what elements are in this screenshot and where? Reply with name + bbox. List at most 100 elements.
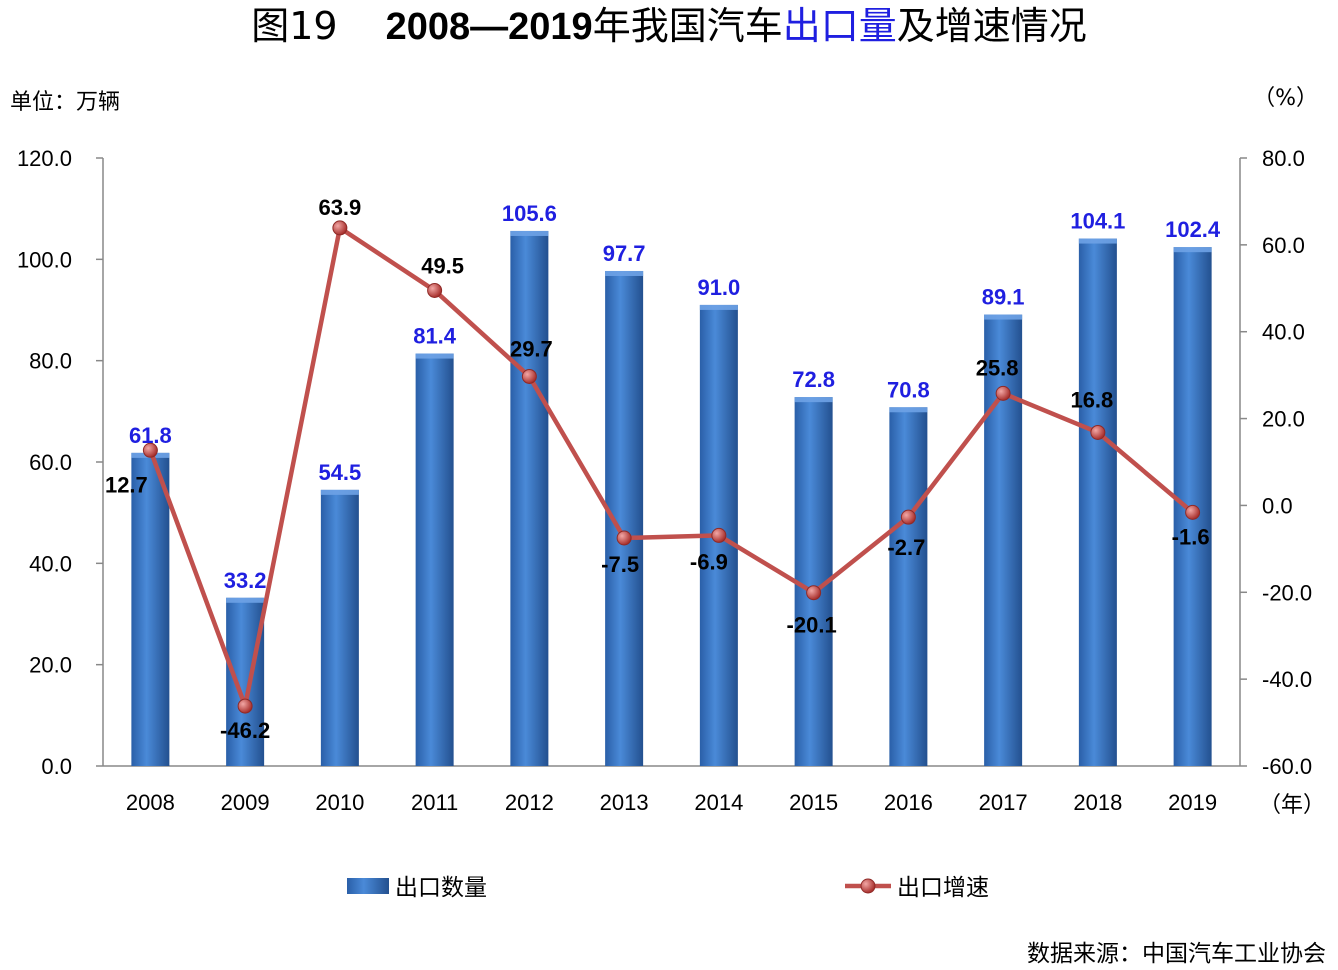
bar <box>131 452 170 766</box>
left-tick-label: 80.0 <box>29 349 72 374</box>
legend-bar-swatch <box>347 878 389 894</box>
legend-line-marker <box>860 878 876 894</box>
bar <box>510 230 549 766</box>
right-tick-label: -60.0 <box>1262 754 1312 779</box>
growth-point <box>806 585 822 601</box>
growth-point <box>237 698 253 714</box>
figure-number: 图19 <box>251 4 338 48</box>
x-tick-label: 2009 <box>221 790 270 815</box>
x-tick-label: 2011 <box>411 790 458 815</box>
right-tick-label: 80.0 <box>1262 146 1305 171</box>
left-tick-label: 20.0 <box>29 653 72 678</box>
bar-top-bevel <box>226 597 265 603</box>
growth-point <box>616 530 632 546</box>
right-tick-label: 60.0 <box>1262 233 1305 258</box>
growth-point <box>1185 504 1201 520</box>
x-axis-unit: （年） <box>1259 792 1325 817</box>
left-tick-label: 40.0 <box>29 551 72 576</box>
bar-value-label: 81.4 <box>413 324 457 349</box>
x-tick-label: 2013 <box>600 790 649 815</box>
title-highlight: 出口量 <box>782 4 897 48</box>
x-tick-label: 2018 <box>1073 790 1122 815</box>
x-tick-label: 2015 <box>789 790 838 815</box>
bar-value-label: 89.1 <box>982 285 1025 310</box>
right-tick-label: -20.0 <box>1262 580 1312 605</box>
bar-top-bevel <box>415 353 454 359</box>
bar-top-bevel <box>699 304 738 310</box>
title-text-a: 年我国汽车 <box>592 4 783 48</box>
growth-line <box>148 225 1195 709</box>
growth-point <box>142 442 158 458</box>
bar-top-bevel <box>1078 238 1117 244</box>
growth-value-label: -6.9 <box>690 549 728 574</box>
bar-value-label: 70.8 <box>887 377 930 402</box>
growth-point <box>521 368 537 384</box>
bar-top-bevel <box>510 230 549 236</box>
growth-value-label: -20.1 <box>787 613 837 638</box>
bar <box>415 353 454 766</box>
bar-top-bevel <box>605 270 644 276</box>
bar <box>1078 238 1117 766</box>
right-tick-label: 0.0 <box>1262 493 1293 518</box>
bar <box>889 407 928 766</box>
bar-top-bevel <box>984 314 1023 320</box>
bar-value-label: 104.1 <box>1070 209 1125 234</box>
growth-point <box>1090 424 1106 440</box>
x-tick-label: 2019 <box>1168 790 1217 815</box>
bar-value-label: 97.7 <box>603 241 646 266</box>
left-axis-unit: 单位：万辆 <box>10 90 121 115</box>
chart-title: 图19 2008—2019年我国汽车出口量及增速情况 <box>0 2 1338 51</box>
left-tick-label: 120.0 <box>17 146 72 171</box>
growth-point <box>427 282 443 298</box>
bar-value-label: 61.8 <box>129 423 172 448</box>
bar-top-bevel <box>1173 247 1212 253</box>
growth-value-label: 12.7 <box>105 472 148 497</box>
growth-value-label: -1.6 <box>1172 524 1210 549</box>
x-tick-label: 2016 <box>884 790 933 815</box>
title-text-b: 及增速情况 <box>896 4 1087 48</box>
growth-point <box>332 220 348 236</box>
growth-value-label: -46.2 <box>220 718 270 743</box>
bar-value-label: 33.2 <box>224 568 267 593</box>
left-tick-label: 100.0 <box>17 247 72 272</box>
growth-point <box>711 527 727 543</box>
growth-value-label: 16.8 <box>1070 387 1113 412</box>
bar-top-bevel <box>794 397 833 403</box>
right-tick-label: 40.0 <box>1262 320 1305 345</box>
x-tick-label: 2017 <box>979 790 1028 815</box>
x-tick-label: 2014 <box>694 790 743 815</box>
bar-series <box>131 230 1212 766</box>
bar <box>226 597 265 766</box>
bar-value-label: 54.5 <box>318 460 361 485</box>
left-tick-label: 0.0 <box>41 754 72 779</box>
left-tick-label: 60.0 <box>29 450 72 475</box>
legend: 出口数量 出口增速 <box>347 875 989 901</box>
growth-value-label: -7.5 <box>601 552 639 577</box>
bar-value-label: 91.0 <box>697 275 740 300</box>
x-tick-label: 2010 <box>315 790 364 815</box>
bar <box>320 489 359 766</box>
data-labels: 61.8 33.2 54.5 81.4 105.6 97.7 91.0 72.8 70.8 89.… <box>105 195 1221 743</box>
legend-line-label: 出口增速 <box>897 875 989 901</box>
right-tick-label: 20.0 <box>1262 407 1305 432</box>
growth-value-label: 25.8 <box>976 355 1019 380</box>
bar-top-bevel <box>889 407 928 413</box>
legend-bar-label: 出口数量 <box>395 875 487 901</box>
x-tick-label: 2012 <box>505 790 554 815</box>
growth-value-label: 49.5 <box>421 253 464 278</box>
title-years: 2008—2019 <box>385 6 593 48</box>
right-axis-unit: （%） <box>1253 86 1318 111</box>
bar-top-bevel <box>320 489 359 495</box>
x-tick-label: 2008 <box>126 790 175 815</box>
bar <box>984 314 1023 766</box>
line-series <box>142 220 1201 714</box>
bar-value-label: 72.8 <box>792 367 835 392</box>
growth-value-label: 29.7 <box>510 336 553 361</box>
right-tick-label: -40.0 <box>1262 667 1312 692</box>
growth-value-label: 63.9 <box>318 195 361 220</box>
growth-point <box>995 385 1011 401</box>
growth-value-label: -2.7 <box>887 535 925 560</box>
bar-value-label: 105.6 <box>502 201 557 226</box>
axes: 0.0 20.0 40.0 60.0 80.0 100.0 120.0 -60.0 -40.0 -… <box>17 146 1325 817</box>
